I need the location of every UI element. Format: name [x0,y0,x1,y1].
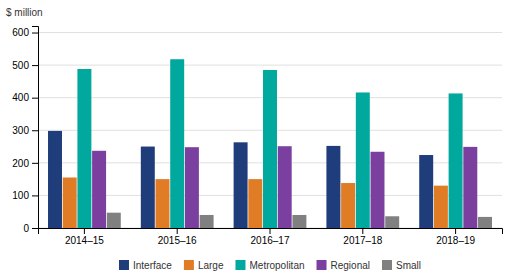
tick-label: 0 [23,223,29,234]
tick: 600 [12,27,38,38]
bar-series [107,213,492,228]
grid-line [38,65,502,66]
bar [341,183,355,228]
tick-label: 2018–19 [436,235,475,246]
tick-mark [32,228,38,229]
axis-label: $ million [6,7,43,18]
grid [38,33,502,228]
tick-mark [32,33,38,34]
bar [92,151,106,228]
tick-label: 2015–16 [158,235,197,246]
tick-label: 100 [12,190,29,201]
legend-swatch [382,260,392,270]
legend-item: Regional [317,260,370,271]
legend-swatch [119,260,129,270]
bars [48,59,492,228]
tick-label: 2014–15 [65,235,104,246]
plot: 0 100 200 300 400 500 600 2014–15 2015–16 2016–17… [12,27,502,247]
axis-line [32,27,39,229]
tick: 2014–15 [65,228,104,246]
tick: 2016–17 [251,228,290,246]
tick-mark [32,195,38,196]
legend-label: Regional [331,260,370,271]
legend-label: Large [198,260,224,271]
tick: 400 [12,92,38,103]
axis-line [39,229,503,235]
bar [292,215,306,228]
tick-label: 400 [12,92,29,103]
x-axis: 2014–15 2015–16 2016–17 2017–18 2018–19 [39,228,503,246]
tick: 500 [12,60,38,71]
bar [200,215,214,228]
tick-mark [455,228,456,234]
bar-series [63,178,448,229]
tick-label: 200 [12,158,29,169]
bar [478,217,492,228]
bar [63,178,77,229]
bar [419,155,433,228]
legend: Interface Large Metropolitan Regional Small [119,260,421,271]
tick-label: 500 [12,60,29,71]
bar [463,147,477,228]
tick: 2018–19 [436,228,475,246]
tick: 2015–16 [158,228,197,246]
tick-mark [32,130,38,131]
legend-label: Interface [133,260,172,271]
tick-mark [362,228,363,234]
bar [371,152,385,228]
chart: 0 100 200 300 400 500 600 2014–15 2015–16 2016–17… [0,0,514,280]
tick: 100 [12,190,38,201]
bar [385,216,399,228]
bar [77,69,91,228]
tick-mark [177,228,178,234]
legend-swatch [235,260,245,270]
tick-label: 2016–17 [251,235,290,246]
bar [434,186,448,228]
bar-series [48,131,433,228]
bar [48,131,62,228]
y-axis: 0 100 200 300 400 500 600 [12,27,38,234]
bar [234,142,248,228]
bar [248,179,262,228]
bar-series [77,59,462,228]
bar [141,147,155,228]
bar [185,147,199,228]
tick-mark [32,163,38,164]
tick-label: 300 [12,125,29,136]
tick-mark [32,98,38,99]
bar [449,93,463,228]
tick-mark [84,228,85,234]
bar [156,179,170,228]
bar [263,70,277,228]
bar [278,146,292,228]
tick: 200 [12,158,38,169]
legend-item: Large [184,260,224,271]
tick-mark [32,65,38,66]
bar [356,92,370,228]
tick-mark [270,228,271,234]
legend-item: Interface [119,260,172,271]
tick: 0 [23,223,38,234]
legend-swatch [184,260,194,270]
tick-label: 2017–18 [343,235,382,246]
legend-item: Small [382,260,421,271]
bar [326,146,340,228]
tick: 2017–18 [343,228,382,246]
tick-label: 600 [12,27,29,38]
bar [170,59,184,228]
bar [107,213,121,228]
legend-swatch [317,260,327,270]
legend-item: Metropolitan [235,260,304,271]
legend-label: Small [396,260,421,271]
tick: 300 [12,125,38,136]
grid-line [38,32,502,33]
bar-series [92,146,477,228]
legend-label: Metropolitan [249,260,304,271]
